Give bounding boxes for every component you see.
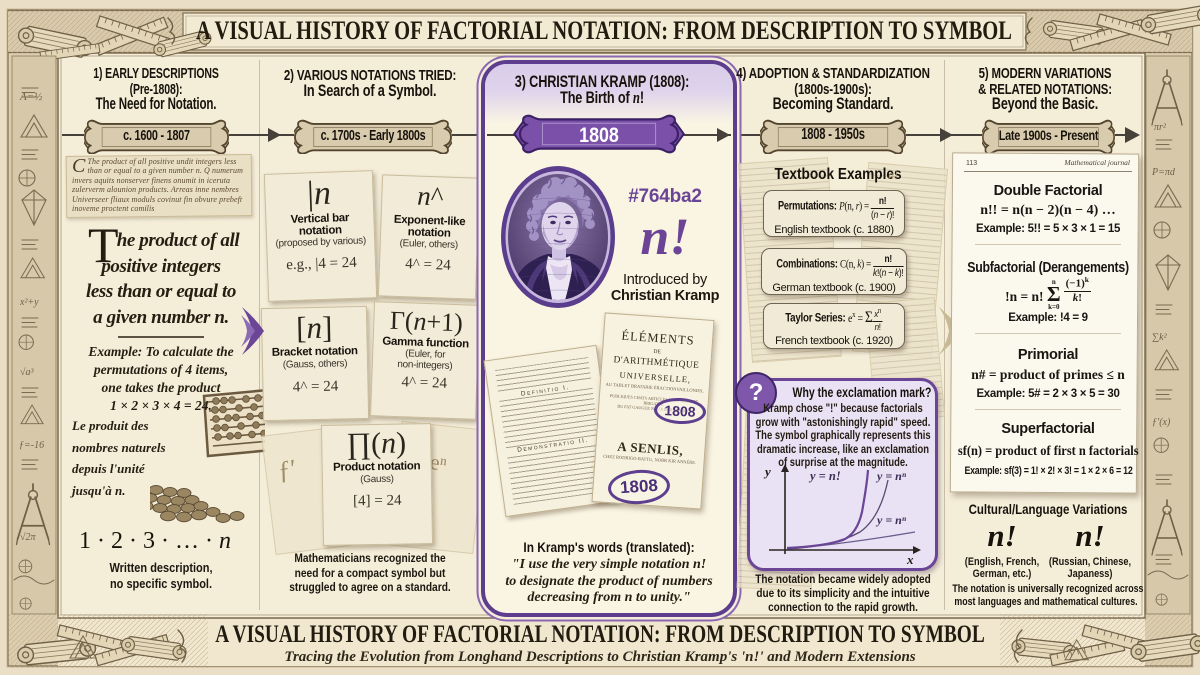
svg-text:√a³: √a³ — [20, 367, 34, 378]
svg-text:x: x — [906, 552, 914, 567]
svg-text:y: y — [763, 464, 771, 479]
svg-text:∑k²: ∑k² — [1152, 332, 1168, 343]
svg-text:√2π: √2π — [20, 532, 36, 543]
svg-text:y = nⁿ: y = nⁿ — [875, 469, 907, 483]
svg-text:ƒ=-16: ƒ=-16 — [19, 440, 44, 451]
svg-text:ƒ′(x): ƒ′(x) — [1152, 417, 1171, 428]
svg-text:x²+y: x²+y — [19, 297, 39, 308]
svg-text:P=πd: P=πd — [1151, 167, 1176, 178]
svg-text:y = n!: y = n! — [808, 469, 841, 483]
svg-text:y = nⁿ: y = nⁿ — [875, 513, 907, 527]
svg-text:πr²: πr² — [1154, 122, 1167, 133]
